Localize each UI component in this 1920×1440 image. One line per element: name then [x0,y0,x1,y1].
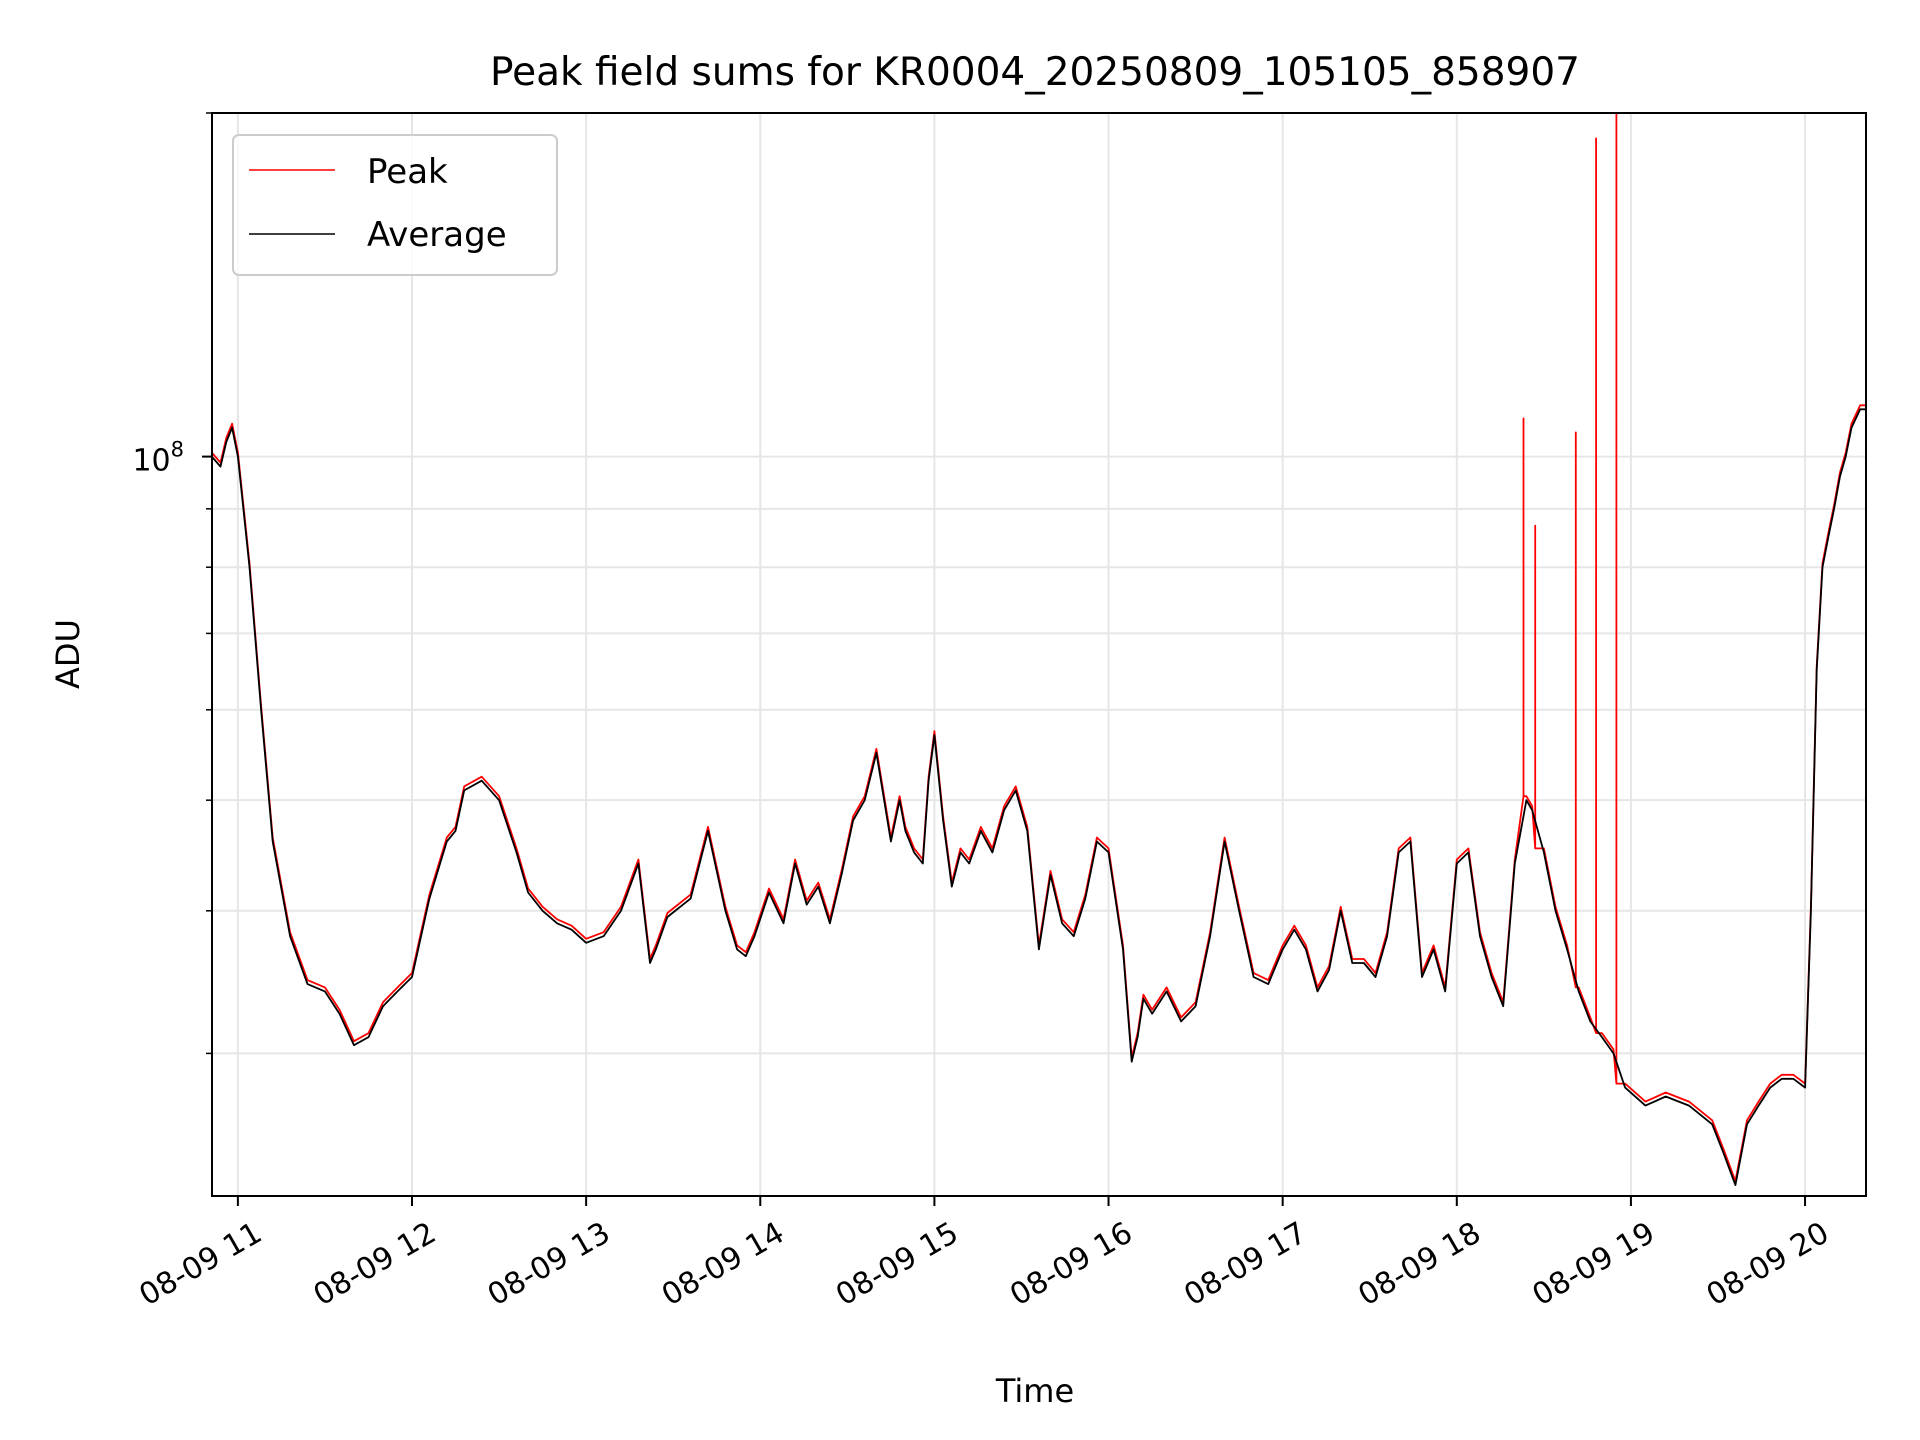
plot-area [212,113,1866,1186]
plot-frame [211,112,1867,1197]
legend: Peak Average [232,134,558,276]
series-line-average [212,408,1866,1186]
grid-lines [212,112,1866,1196]
legend-label-peak: Peak [367,152,448,192]
y-tick-label: 108 [132,438,184,479]
y-axis-label: ADU [49,619,87,689]
chart-title: Peak field sums for KR0004_20250809_1051… [490,50,1580,95]
legend-label-average: Average [367,215,507,255]
x-axis-label: Time [995,1372,1074,1410]
series-line-peak [212,113,1866,1182]
